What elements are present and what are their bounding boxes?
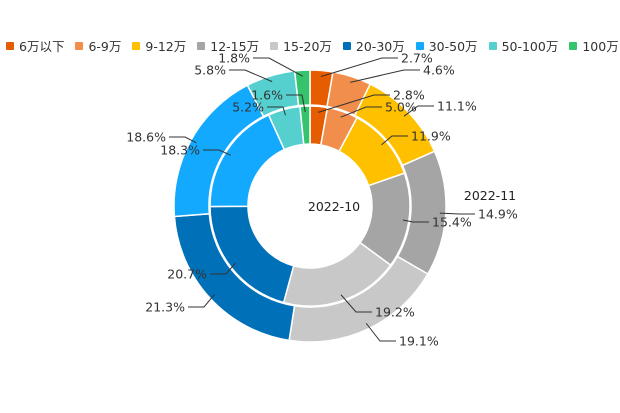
- data-label: 1.8%: [218, 51, 250, 66]
- donut-slice-2022-11[interactable]: [293, 69, 311, 107]
- data-label: 20.7%: [167, 267, 207, 282]
- legend-swatch: [415, 41, 424, 50]
- data-label: 18.3%: [160, 143, 200, 158]
- data-label: 21.3%: [145, 300, 185, 315]
- label-leader-line: [169, 136, 197, 144]
- data-label: 5.2%: [232, 100, 264, 115]
- label-leader-line: [203, 149, 232, 156]
- chart-legend: 6万以下 6-9万 9-12万 12-15万 15-20万 20-30万 30-50万 50-…: [6, 36, 620, 55]
- data-label: 11.9%: [411, 129, 451, 144]
- label-leader-line: [340, 294, 372, 313]
- legend-swatch: [488, 41, 497, 50]
- legend-swatch: [132, 41, 141, 50]
- label-leader-line: [439, 212, 475, 215]
- label-leader-line: [229, 69, 273, 83]
- label-leader-line: [318, 94, 390, 113]
- label-leader-line: [381, 135, 408, 146]
- legend-swatch: [569, 41, 578, 50]
- label-leader-line: [210, 262, 236, 275]
- legend-item[interactable]: 9-12万: [132, 36, 186, 55]
- donut-slice-2022-10[interactable]: [299, 105, 311, 146]
- legend-item[interactable]: 100万以上: [569, 36, 620, 55]
- series-label-inner: 2022-10: [308, 199, 360, 214]
- legend-item[interactable]: 20-30万: [342, 36, 405, 55]
- legend-label: 100万以上: [582, 39, 620, 54]
- label-leader-line: [253, 57, 303, 77]
- data-label: 2.7%: [401, 51, 433, 66]
- label-leader-line: [286, 94, 306, 113]
- legend-item[interactable]: 6-9万: [75, 36, 121, 55]
- legend-label: 6万以下: [19, 39, 65, 54]
- legend-item[interactable]: 6万以下: [6, 36, 64, 55]
- data-label: 19.1%: [399, 334, 439, 349]
- legend-label: 30-50万: [428, 39, 478, 54]
- data-label: 5.0%: [385, 100, 417, 115]
- data-label: 4.6%: [423, 63, 455, 78]
- data-label: 2.8%: [393, 88, 425, 103]
- legend-swatch: [75, 41, 84, 50]
- legend-label: 12-15万: [210, 39, 260, 54]
- data-label: 15.4%: [432, 215, 472, 230]
- data-label: 14.9%: [478, 207, 518, 222]
- legend-item[interactable]: 15-20万: [270, 36, 332, 55]
- label-leader-line: [320, 57, 398, 77]
- data-label: 5.8%: [194, 63, 226, 78]
- legend-label: 15-20万: [283, 39, 332, 54]
- label-leader-line: [267, 106, 286, 116]
- legend-item[interactable]: 50-100万: [488, 36, 559, 55]
- label-leader-line: [188, 293, 215, 308]
- label-leader-line: [402, 219, 429, 223]
- data-label: 19.2%: [375, 305, 415, 320]
- legend-label: 50-100万: [501, 39, 559, 54]
- legend-item[interactable]: 30-50万: [415, 36, 478, 55]
- label-leader-line: [365, 322, 396, 342]
- legend-label: 20-30万: [355, 39, 405, 54]
- data-label: 11.1%: [437, 99, 477, 114]
- legend-item[interactable]: 12-15万: [197, 36, 259, 55]
- data-label: 1.6%: [251, 88, 283, 103]
- label-leader-line: [340, 106, 382, 118]
- legend-swatch: [197, 41, 206, 50]
- legend-label: 6-9万: [88, 39, 122, 54]
- label-leader-line: [350, 69, 420, 83]
- label-leader-line: [403, 105, 434, 117]
- legend-swatch: [6, 41, 14, 50]
- legend-swatch: [342, 41, 351, 50]
- data-label: 18.6%: [126, 130, 166, 145]
- legend-swatch: [270, 41, 279, 50]
- legend-label: 9-12万: [145, 39, 187, 54]
- series-label-outer: 2022-11: [464, 188, 516, 203]
